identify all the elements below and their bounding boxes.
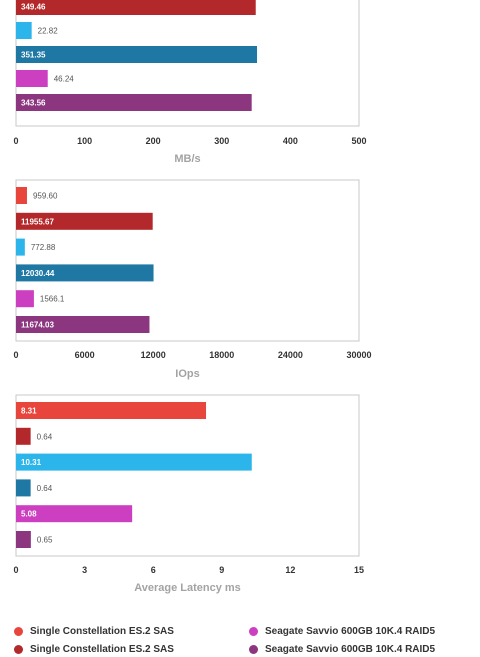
- x-tick-label: 0: [13, 136, 18, 146]
- legend-label: Seagate Savvio 600GB 10K.4 RAID5: [265, 625, 436, 637]
- x-axis-title: MB/s: [174, 153, 200, 165]
- bar-label-4: 1566.1: [40, 295, 65, 304]
- bar-2: [16, 453, 252, 471]
- legend-item: Single Constellation ES.2 SAS: [14, 623, 174, 639]
- bar-5: [16, 531, 31, 548]
- legend-item: Seagate Savvio 600GB 10K.4 RAID5: [249, 641, 435, 657]
- x-tick-label: 24000: [278, 350, 303, 360]
- throughput-chart: 349.46 22.82 351.35 46.24 343.56 0 100 200 300 40…: [13, 0, 367, 165]
- x-tick-label: 6000: [75, 350, 95, 360]
- legend-marker: [249, 644, 258, 654]
- x-tick-label: 200: [146, 136, 161, 146]
- bar-label-2: 351.35: [21, 51, 46, 60]
- x-tick-label: 6: [151, 565, 156, 575]
- x-tick-label: 12000: [141, 350, 166, 360]
- bar-label-3: 12030.44: [21, 269, 55, 278]
- x-tick-label: 9: [219, 565, 224, 575]
- x-tick-label: 0: [13, 565, 18, 575]
- legend-marker: [249, 626, 258, 636]
- bar-3: [16, 479, 31, 497]
- bar-5: [16, 316, 150, 333]
- bar-label-3: 46.24: [54, 75, 75, 84]
- bar-label-1: 22.82: [38, 27, 59, 36]
- bar-label-4: 343.56: [21, 99, 46, 108]
- bar-2: [16, 238, 25, 256]
- legend-item: Single Constellation ES.2 SAS: [14, 641, 174, 657]
- bar-1: [16, 22, 32, 39]
- bar-0: [16, 187, 27, 204]
- bar-1: [16, 427, 31, 445]
- x-tick-label: 15: [354, 565, 364, 575]
- bar-label-5: 0.65: [37, 536, 53, 545]
- bar-2: [16, 46, 258, 63]
- x-tick-label: 30000: [346, 350, 371, 360]
- plot-frame: [15, 394, 360, 557]
- legend-item: Seagate Savvio 600GB 10K.4 RAID5: [249, 623, 435, 639]
- legend-label: Single Constellation ES.2 SAS: [30, 625, 174, 637]
- bar-0: [16, 402, 207, 419]
- x-axis-title: Average Latency ms: [134, 582, 241, 594]
- bar-label-2: 10.31: [21, 458, 42, 467]
- bar-label-0: 959.60: [33, 192, 58, 201]
- x-tick-label: 3: [82, 565, 87, 575]
- bar-label-3: 0.64: [37, 484, 53, 493]
- plot-frame: [15, 179, 360, 342]
- x-axis-title: IOps: [175, 368, 199, 380]
- x-tick-label: 500: [351, 136, 366, 146]
- x-tick-label: 400: [283, 136, 298, 146]
- bar-4: [16, 505, 133, 523]
- x-tick-label: 12: [285, 565, 295, 575]
- legend-marker: [14, 644, 23, 654]
- bar-label-0: 349.46: [21, 3, 46, 12]
- legend-label: Single Constellation ES.2 SAS: [30, 643, 174, 655]
- legend-label: Seagate Savvio 600GB 10K.4 RAID5: [265, 643, 436, 655]
- x-tick-label: 18000: [209, 350, 234, 360]
- bar-1: [16, 212, 153, 230]
- bar-label-5: 11674.03: [21, 321, 54, 330]
- legend: Single Constellation ES.2 SAS Seagate Sav…: [0, 620, 480, 655]
- bar-label-4: 5.08: [21, 510, 37, 519]
- x-tick-label: 0: [13, 350, 18, 360]
- bar-label-0: 8.31: [21, 407, 37, 416]
- bar-4: [16, 94, 252, 111]
- legend-marker: [14, 626, 23, 636]
- x-tick-label: 100: [77, 136, 92, 146]
- bar-4: [16, 290, 34, 308]
- bar-label-1: 11955.67: [21, 217, 54, 226]
- iops-chart: 959.60 11955.67 772.88 12030.44 1566.1 11674.…: [13, 179, 372, 380]
- latency-chart: 8.31 0.64 10.31 0.64 5.08 0.65 0 3 6 9 12 15 Average…: [13, 394, 364, 594]
- x-tick-label: 300: [214, 136, 229, 146]
- bar-label-2: 772.88: [31, 243, 56, 252]
- bar-label-1: 0.64: [37, 432, 53, 441]
- bar-3: [16, 264, 154, 282]
- bar-0: [16, 0, 256, 15]
- bar-3: [16, 70, 48, 87]
